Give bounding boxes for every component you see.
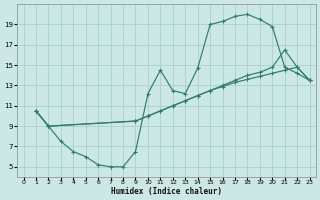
- X-axis label: Humidex (Indice chaleur): Humidex (Indice chaleur): [111, 187, 222, 196]
